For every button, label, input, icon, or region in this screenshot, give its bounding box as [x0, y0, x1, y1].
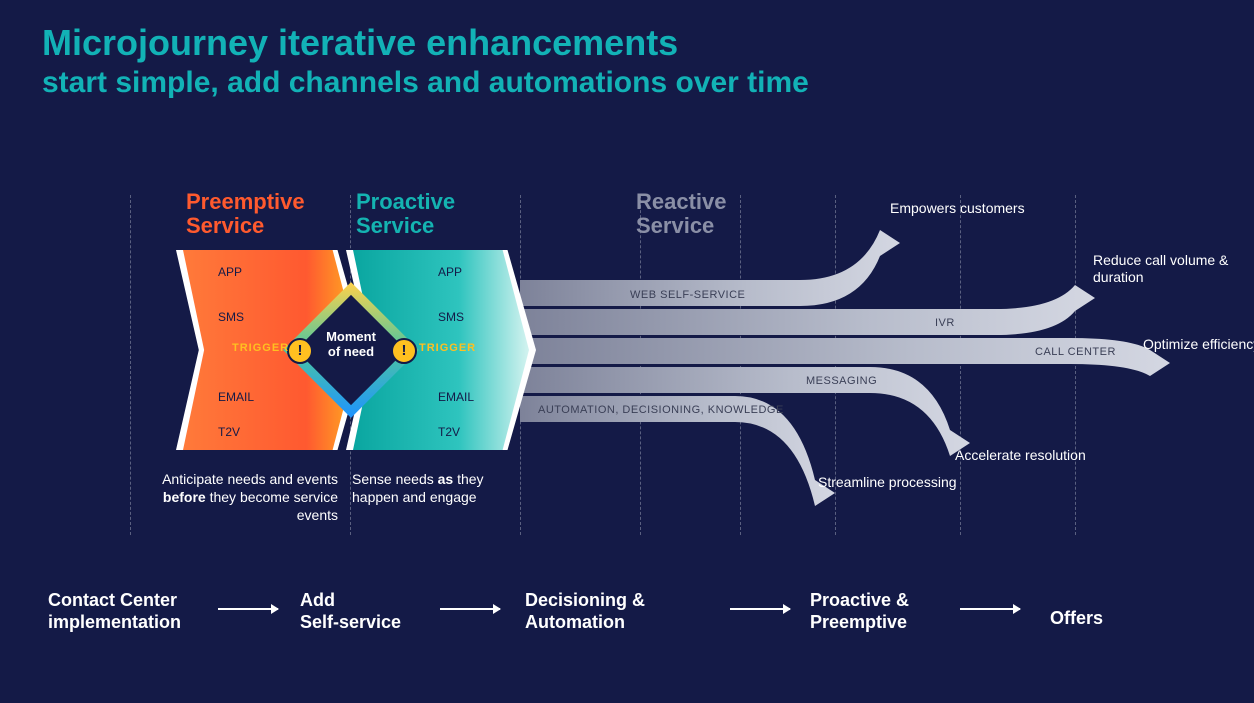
arrow-icon — [730, 608, 790, 610]
outcome-label: Optimize efficiency — [1143, 336, 1254, 353]
step-label: AddSelf-service — [300, 590, 401, 633]
trigger-label-left: TRIGGER — [232, 342, 289, 354]
preemptive-channel: APP — [218, 265, 242, 279]
trigger-icon-left: ! — [287, 338, 313, 364]
step-label: Proactive &Preemptive — [810, 590, 909, 633]
outcome-label: Streamline processing — [818, 474, 968, 491]
trigger-label-right: TRIGGER — [419, 342, 476, 354]
ribbon-label: AUTOMATION, DECISIONING, KNOWLEDGE — [538, 404, 784, 416]
step-label: Offers — [1050, 608, 1103, 630]
preemptive-channel: EMAIL — [218, 390, 254, 404]
trigger-icon-right: ! — [391, 338, 417, 364]
header-preemptive: PreemptiveService — [186, 190, 305, 238]
arrow-icon — [960, 608, 1020, 610]
header-proactive: ProactiveService — [356, 190, 455, 238]
title-line-2: start simple, add channels and automatio… — [42, 66, 809, 100]
arrow-icon — [218, 608, 278, 610]
proactive-channel: EMAIL — [438, 390, 474, 404]
step-label: Contact Centerimplementation — [48, 590, 181, 633]
ribbon-label: CALL CENTER — [1035, 346, 1116, 358]
moment-of-need-label: Momentof need — [312, 330, 390, 360]
arrow-icon — [440, 608, 500, 610]
proactive-channel: APP — [438, 265, 462, 279]
ribbon-label: IVR — [935, 317, 955, 329]
proactive-channel: SMS — [438, 310, 464, 324]
step-label: Decisioning &Automation — [525, 590, 645, 633]
preemptive-channel: T2V — [218, 425, 240, 439]
outcome-label: Accelerate resolution — [955, 447, 1105, 464]
title-line-1: Microjourney iterative enhancements — [42, 22, 678, 64]
proactive-description: Sense needs as they happen and engage — [352, 470, 502, 506]
ribbon-label: WEB SELF-SERVICE — [630, 289, 745, 301]
preemptive-channel: SMS — [218, 310, 244, 324]
proactive-channel: T2V — [438, 425, 460, 439]
outcome-label: Empowers customers — [890, 200, 1040, 217]
outcome-label: Reduce call volume & duration — [1093, 252, 1243, 286]
ribbon-label: MESSAGING — [806, 375, 877, 387]
preemptive-description: Anticipate needs and events before they … — [128, 470, 338, 525]
slide: Microjourney iterative enhancements star… — [0, 0, 1254, 703]
